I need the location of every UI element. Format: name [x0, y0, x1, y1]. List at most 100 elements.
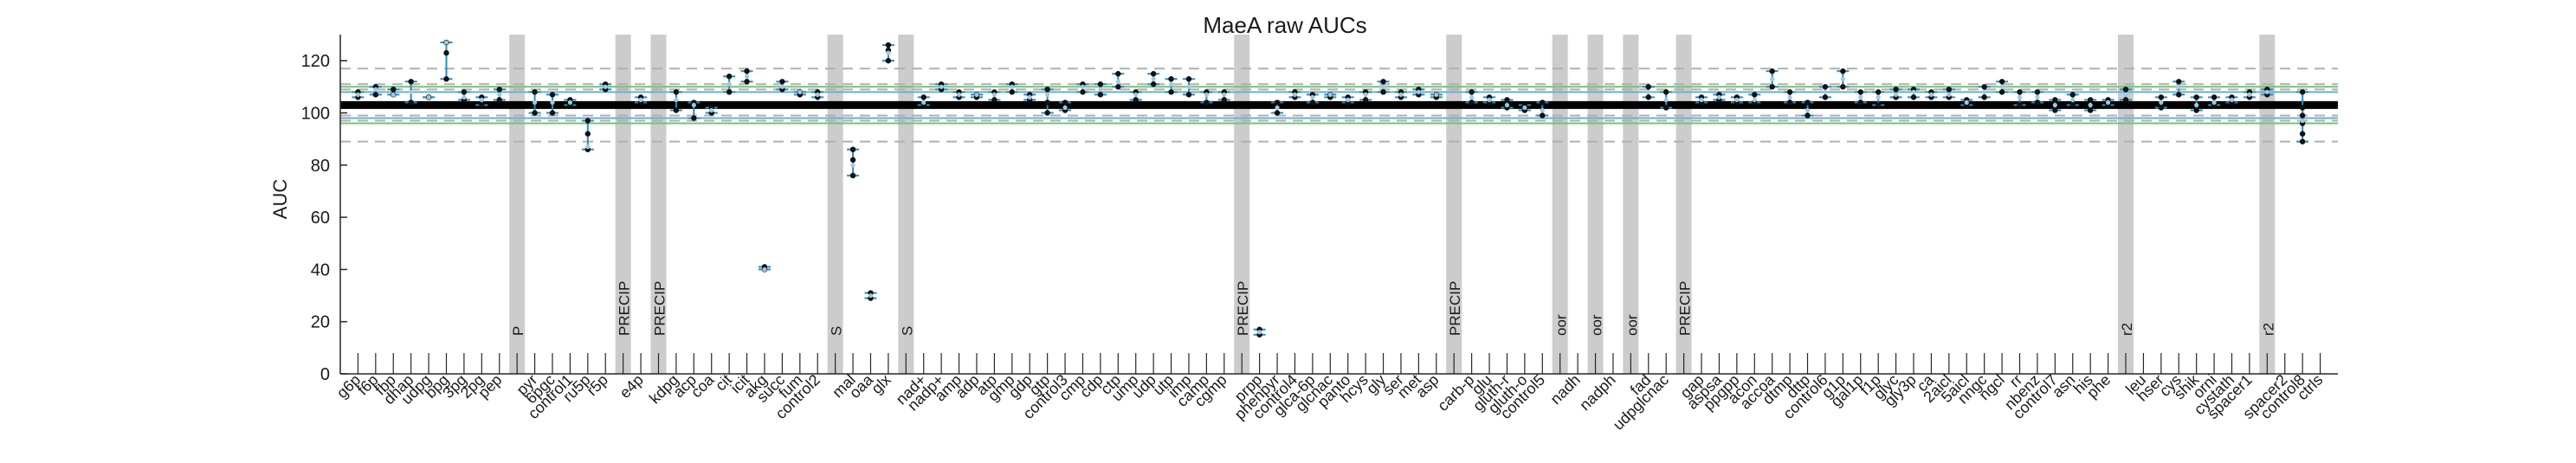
- mean-point: [2105, 100, 2111, 105]
- replicate-point: [1840, 84, 1846, 90]
- replicate-point: [2299, 131, 2306, 137]
- excluded-bar: [1587, 35, 1604, 374]
- replicate-point: [726, 89, 733, 95]
- excluded-bar: [898, 35, 914, 374]
- replicate-point: [2176, 92, 2182, 98]
- x-tick-label: glx: [868, 371, 894, 397]
- mean-point: [2264, 89, 2269, 94]
- mean-point: [850, 163, 855, 168]
- excluded-label: S: [899, 326, 915, 336]
- replicate-point: [920, 94, 926, 100]
- x-tick-label: r5p: [584, 371, 612, 400]
- mean-point: [1876, 94, 1881, 100]
- replicate-point: [532, 89, 538, 95]
- replicate-point: [2034, 100, 2041, 106]
- replicate-point: [2069, 102, 2076, 108]
- mean-point: [1840, 76, 1845, 81]
- excluded-label: r2: [2119, 323, 2135, 336]
- replicate-point: [1893, 87, 1899, 93]
- replicate-point: [1080, 89, 1086, 95]
- replicate-point: [1362, 97, 1369, 103]
- mean-point: [1098, 87, 1103, 92]
- mean-point: [709, 107, 714, 113]
- replicate-point: [1822, 94, 1829, 100]
- mean-point: [1858, 94, 1863, 100]
- replicate-point: [1044, 87, 1050, 93]
- mean-point: [1257, 330, 1262, 335]
- replicate-point: [1150, 71, 1157, 77]
- mean-point: [497, 92, 502, 97]
- excluded-label: PRECIP: [617, 281, 633, 336]
- replicate-point: [1840, 68, 1846, 74]
- replicate-point: [885, 57, 892, 64]
- y-tick-label: 20: [311, 313, 330, 332]
- replicate-point: [1380, 79, 1386, 85]
- y-tick-label: 80: [311, 157, 330, 176]
- mean-point: [1487, 97, 1492, 102]
- mean-point: [603, 84, 608, 89]
- replicate-point: [2299, 105, 2306, 111]
- replicate-point: [1540, 113, 1546, 119]
- mean-point: [479, 97, 484, 102]
- excluded-bar: [2118, 35, 2134, 374]
- mean-point: [1964, 100, 1969, 105]
- mean-point: [462, 94, 467, 100]
- excluded-bar: [2259, 35, 2276, 374]
- mean-point: [1540, 107, 1545, 113]
- mean-point: [1770, 76, 1775, 81]
- replicate-point: [1804, 113, 1811, 119]
- excluded-bar: [650, 35, 667, 374]
- mean-point: [1010, 84, 1015, 89]
- replicate-point: [2193, 107, 2199, 113]
- mean-point: [1151, 76, 1156, 81]
- mean-point: [1275, 105, 1280, 111]
- mean-point: [532, 100, 538, 105]
- excluded-label: PRECIP: [1235, 281, 1251, 336]
- replicate-point: [443, 49, 449, 56]
- mean-point: [550, 100, 555, 105]
- replicate-point: [849, 172, 856, 179]
- mean-point: [674, 97, 679, 102]
- mean-point: [1894, 92, 1899, 97]
- mean-point: [939, 84, 944, 89]
- replicate-point: [2299, 89, 2306, 95]
- chart-title: MaeA raw AUCs: [1203, 12, 1366, 38]
- mean-point: [1398, 92, 1404, 97]
- mean-point: [1911, 89, 1916, 94]
- mean-point: [1115, 79, 1120, 84]
- replicate-point: [1044, 110, 1050, 116]
- mean-point: [1928, 92, 1934, 97]
- replicate-point: [372, 92, 379, 98]
- mean-point: [1999, 84, 2005, 89]
- mean-point: [1416, 89, 1421, 94]
- replicate-point: [2017, 89, 2023, 95]
- mean-point: [2070, 97, 2076, 102]
- mean-point: [2194, 102, 2199, 108]
- replicate-point: [1115, 71, 1121, 77]
- replicate-point: [2017, 102, 2023, 108]
- mean-point: [1823, 89, 1828, 94]
- replicate-point: [1133, 97, 1139, 103]
- excluded-bar: [827, 35, 843, 374]
- excluded-label: S: [829, 326, 845, 336]
- replicate-point: [744, 79, 750, 85]
- mean-point: [1522, 105, 1527, 111]
- mean-point: [886, 50, 891, 55]
- mean-point: [1133, 92, 1139, 97]
- mean-point: [1327, 92, 1333, 97]
- replicate-point: [1115, 84, 1121, 90]
- replicate-point: [2176, 79, 2182, 85]
- mean-point: [1469, 94, 1475, 100]
- mean-point: [1346, 97, 1351, 102]
- mean-point: [797, 89, 803, 94]
- mean-point: [2052, 102, 2057, 108]
- replicate-point: [1150, 81, 1157, 87]
- mean-point: [2247, 92, 2252, 97]
- replicate-point: [1857, 100, 1863, 106]
- replicate-point: [1469, 89, 1475, 95]
- mean-point: [991, 92, 997, 97]
- replicate-point: [1044, 100, 1050, 106]
- replicate-point: [2299, 113, 2306, 119]
- mean-point: [691, 102, 696, 108]
